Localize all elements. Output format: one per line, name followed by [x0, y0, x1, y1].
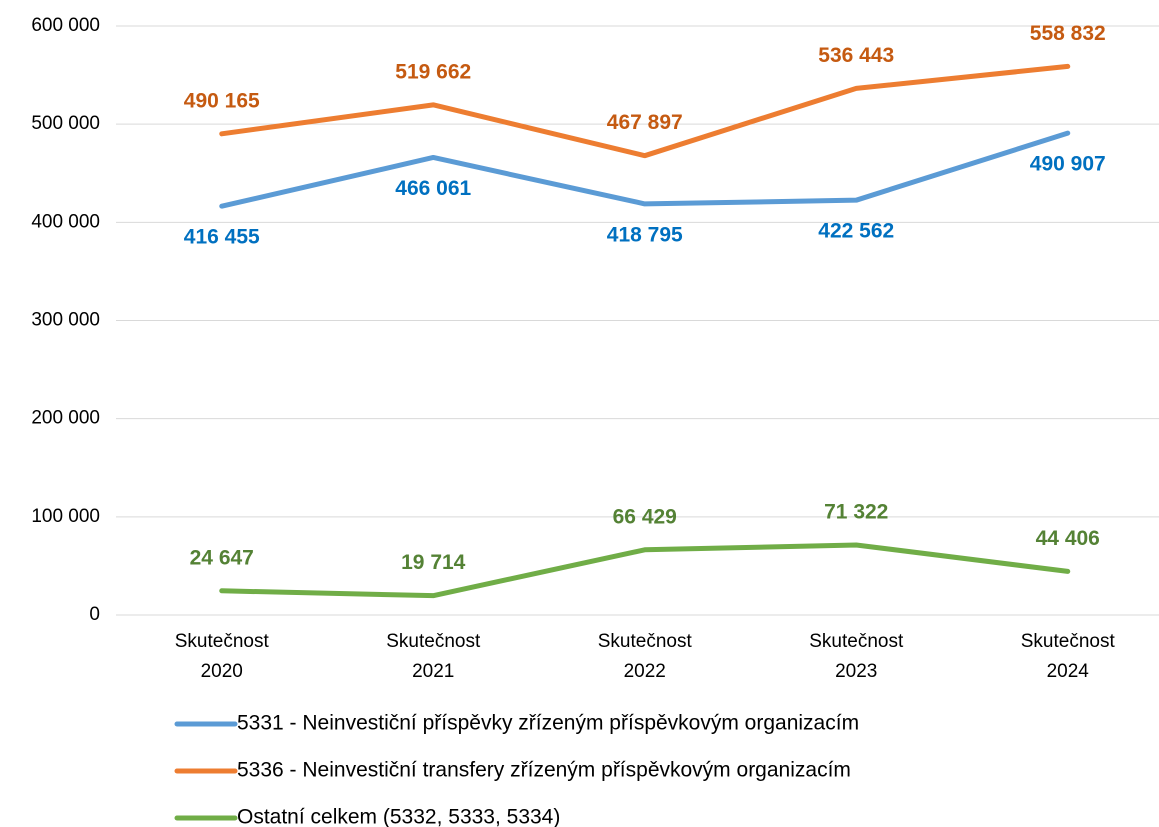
- legend-label: 5331 - Neinvestiční příspěvky zřízeným p…: [237, 712, 859, 735]
- data-label: 467 897: [607, 111, 683, 134]
- y-tick-label: 500 000: [31, 113, 100, 134]
- x-tick-label: Skutečnost 2023: [809, 631, 904, 682]
- series-line: [219, 130, 1071, 209]
- data-label: 44 406: [1036, 527, 1100, 550]
- data-label: 71 322: [824, 501, 888, 524]
- y-tick-label: 400 000: [31, 211, 100, 232]
- data-label: 536 443: [818, 44, 894, 67]
- data-label: 24 647: [190, 546, 254, 569]
- x-tick-label: Skutečnost 2020: [175, 631, 270, 682]
- data-label: 466 061: [395, 177, 471, 200]
- data-label: 418 795: [607, 223, 683, 246]
- legend-label: Ostatní celkem (5332, 5333, 5334): [237, 806, 560, 827]
- data-label: 66 429: [613, 505, 677, 528]
- y-tick-label: 300 000: [31, 310, 100, 331]
- y-tick-label: 0: [89, 604, 100, 625]
- y-tick-label: 100 000: [31, 506, 100, 527]
- data-label: 490 165: [184, 89, 260, 112]
- x-tick-label: Skutečnost 2022: [598, 631, 693, 682]
- series-line: [219, 63, 1071, 159]
- data-label: 19 714: [401, 551, 466, 574]
- legend-label: 5336 - Neinvestiční transfery zřízeným p…: [237, 759, 851, 782]
- y-tick-label: 600 000: [31, 15, 100, 36]
- data-label: 422 562: [818, 220, 894, 243]
- y-tick-label: 200 000: [31, 408, 100, 429]
- data-label: 416 455: [184, 226, 260, 249]
- data-label: 558 832: [1030, 22, 1106, 45]
- data-label: 519 662: [395, 60, 471, 83]
- series-line: [219, 542, 1071, 599]
- x-tick-label: Skutečnost 2021: [386, 631, 481, 682]
- x-tick-label: Skutečnost 2024: [1021, 631, 1116, 682]
- data-label: 490 907: [1030, 153, 1106, 176]
